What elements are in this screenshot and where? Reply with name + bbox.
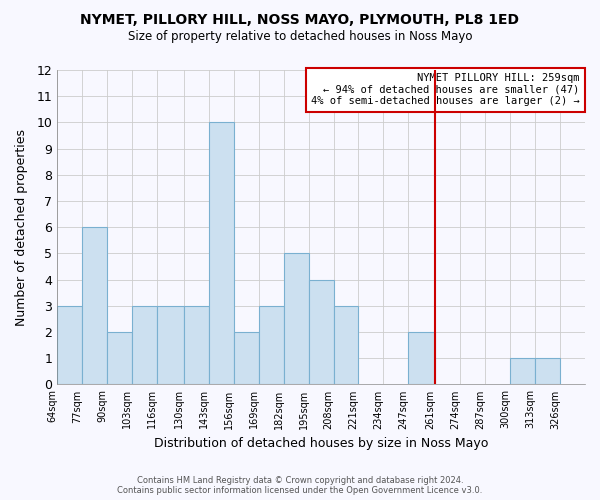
Bar bbox=[259, 306, 284, 384]
Text: Contains HM Land Registry data © Crown copyright and database right 2024.
Contai: Contains HM Land Registry data © Crown c… bbox=[118, 476, 482, 495]
Bar bbox=[409, 332, 435, 384]
X-axis label: Distribution of detached houses by size in Noss Mayo: Distribution of detached houses by size … bbox=[154, 437, 488, 450]
Bar bbox=[82, 227, 107, 384]
Bar bbox=[334, 306, 358, 384]
Bar bbox=[510, 358, 535, 384]
Bar bbox=[535, 358, 560, 384]
Bar bbox=[132, 306, 157, 384]
Y-axis label: Number of detached properties: Number of detached properties bbox=[15, 128, 28, 326]
Bar bbox=[233, 332, 259, 384]
Bar bbox=[184, 306, 209, 384]
Bar bbox=[57, 306, 82, 384]
Text: NYMET PILLORY HILL: 259sqm
← 94% of detached houses are smaller (47)
4% of semi-: NYMET PILLORY HILL: 259sqm ← 94% of deta… bbox=[311, 73, 580, 106]
Text: NYMET, PILLORY HILL, NOSS MAYO, PLYMOUTH, PL8 1ED: NYMET, PILLORY HILL, NOSS MAYO, PLYMOUTH… bbox=[80, 12, 520, 26]
Bar bbox=[284, 254, 308, 384]
Bar bbox=[308, 280, 334, 384]
Bar bbox=[107, 332, 132, 384]
Bar bbox=[157, 306, 184, 384]
Text: Size of property relative to detached houses in Noss Mayo: Size of property relative to detached ho… bbox=[128, 30, 472, 43]
Bar bbox=[209, 122, 233, 384]
